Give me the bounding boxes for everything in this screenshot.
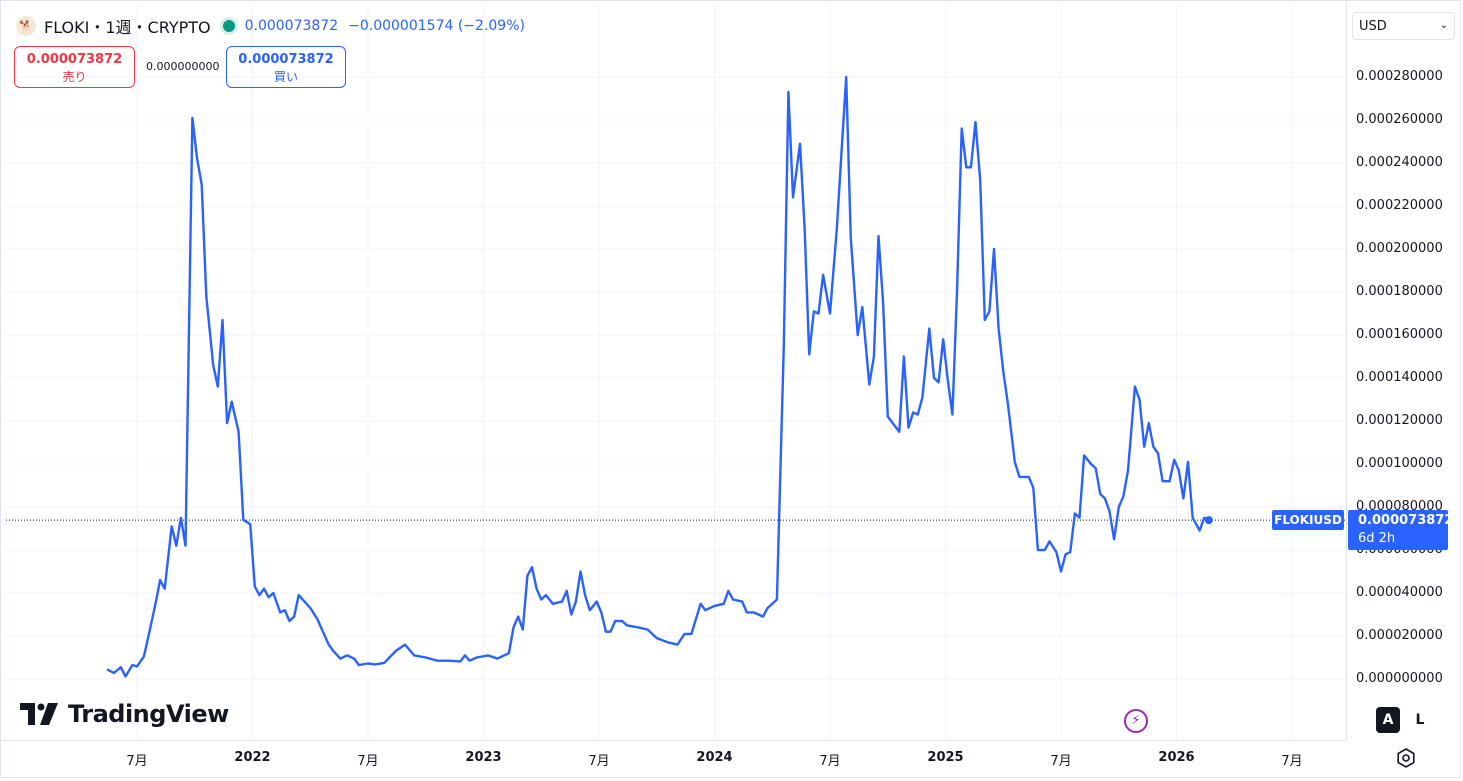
flash-icon[interactable]: ⚡ — [1124, 709, 1148, 733]
last-price: 0.000073872 — [244, 18, 339, 34]
tradingview-logo[interactable]: TradingView — [20, 700, 229, 728]
x-tick-label: 2026 — [1158, 750, 1195, 765]
y-tick-label: 0.000280000 — [1356, 69, 1443, 84]
x-tick-label: 2023 — [465, 750, 502, 765]
last-price-marker — [1204, 516, 1213, 525]
x-tick-label: 7月 — [588, 754, 610, 769]
symbol-header: 🐕 FLOKI・1週・CRYPTO 0.000073872 −0.0000015… — [16, 14, 535, 38]
x-tick-label: 7月 — [1050, 754, 1072, 769]
sell-label: 売り — [62, 70, 87, 84]
y-tick-label: 0.000040000 — [1356, 585, 1443, 600]
x-tick-label: 2022 — [234, 750, 271, 765]
y-tick-label: 0.000020000 — [1356, 628, 1443, 643]
x-tick-label: 2025 — [927, 750, 964, 765]
buy-label: 買い — [273, 70, 298, 84]
y-tick-label: 0.000140000 — [1356, 370, 1443, 385]
buy-button[interactable]: 0.000073872 買い — [226, 46, 346, 88]
auto-scale-button[interactable]: A — [1376, 707, 1400, 733]
x-tick-label: 7月 — [126, 754, 148, 769]
chevron-down-icon: ⌄ — [1439, 20, 1448, 31]
x-tick-label: 7月 — [1281, 754, 1303, 769]
y-tick-label: 0.000260000 — [1356, 112, 1443, 127]
tradingview-mark-icon — [20, 703, 58, 725]
price-change: −0.000001574 (−2.09%) — [348, 18, 525, 34]
y-tick-label: 0.000200000 — [1356, 241, 1443, 256]
floki-logo-icon: 🐕 — [16, 16, 36, 36]
brand-name: TradingView — [68, 700, 229, 728]
y-tick-label: 0.000220000 — [1356, 198, 1443, 213]
price-series-line — [106, 75, 1210, 678]
price-chart[interactable] — [6, 6, 1346, 740]
symbol-price-tag: FLOKIUSD — [1272, 510, 1344, 530]
y-tick-label: 0.000120000 — [1356, 413, 1443, 428]
y-tick-label: 0.000180000 — [1356, 284, 1443, 299]
symbol-title[interactable]: FLOKI・1週・CRYPTO — [44, 18, 211, 37]
time-axis[interactable] — [0, 740, 1346, 781]
last-price-tag: 0.000073872 6d 2h — [1348, 510, 1453, 550]
price-axis[interactable] — [1346, 0, 1463, 740]
x-tick-label: 2024 — [696, 750, 733, 765]
sell-price: 0.000073872 — [26, 52, 123, 67]
currency-value: USD — [1359, 19, 1387, 34]
market-status-icon[interactable] — [222, 20, 235, 32]
y-tick-label: 0.000240000 — [1356, 155, 1443, 170]
log-scale-button[interactable]: L — [1415, 712, 1425, 728]
y-tick-label: 0.000160000 — [1356, 327, 1443, 342]
settings-icon[interactable] — [1394, 746, 1418, 770]
buy-price: 0.000073872 — [238, 52, 334, 67]
plot-area[interactable] — [6, 6, 1346, 740]
spread-value: 0.000000000 — [146, 60, 220, 73]
y-tick-label: 0.000000000 — [1356, 671, 1443, 686]
sell-button[interactable]: 0.000073872 売り — [14, 46, 135, 88]
last-price-tag-value: 0.000073872 — [1358, 513, 1454, 528]
x-tick-label: 7月 — [819, 754, 841, 769]
currency-select[interactable]: USD ⌄ — [1352, 12, 1455, 40]
bar-countdown: 6d 2h — [1358, 531, 1396, 546]
x-tick-label: 7月 — [357, 754, 379, 769]
y-tick-label: 0.000100000 — [1356, 456, 1443, 471]
